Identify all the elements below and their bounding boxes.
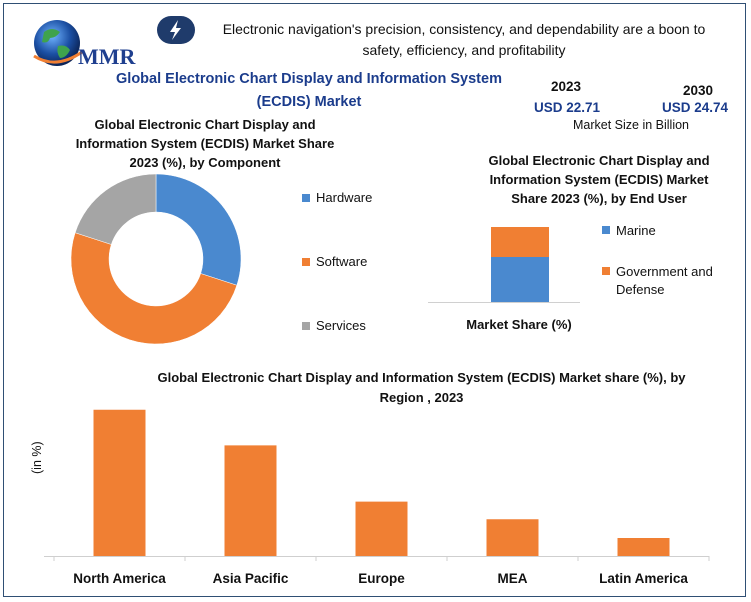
donut-slice-hardware xyxy=(155,173,242,286)
legend-label: Marine xyxy=(616,223,656,238)
x-tick-label-asia-pacific: Asia Pacific xyxy=(213,571,289,586)
legend-swatch xyxy=(602,267,610,275)
globe-icon xyxy=(33,20,83,66)
legend-label: Government and Defense xyxy=(616,264,713,297)
bar-europe xyxy=(355,501,408,556)
stack-segment-marine xyxy=(491,257,549,302)
x-tick-label-europe: Europe xyxy=(358,571,405,586)
market-value-2030: USD 24.74 xyxy=(661,100,729,115)
end-user-chart-title: Global Electronic Chart Display and Info… xyxy=(488,153,710,206)
region-chart-title: Global Electronic Chart Display and Info… xyxy=(157,370,686,405)
lightning-bolt-icon xyxy=(157,16,195,44)
bar-north-america xyxy=(93,409,146,556)
legend-item-marine: Marine xyxy=(602,222,727,240)
region-ylabel: (in %) xyxy=(30,441,44,474)
header-tagline: Electronic navigation's precision, consi… xyxy=(222,21,706,58)
infographic-frame: MMR Electronic navigation's precision, c… xyxy=(3,3,746,597)
x-tick-label-north-america: North America xyxy=(73,571,166,586)
legend-label: Software xyxy=(316,254,368,269)
market-year-2030: 2030 xyxy=(682,83,714,98)
bar-asia-pacific xyxy=(224,445,277,556)
end-user-stacked-chart xyxy=(428,227,580,303)
legend-label: Hardware xyxy=(316,190,373,205)
region-bar-chart: North America Asia Pacific Europe MEA Latin … xyxy=(44,409,710,586)
x-tick-label-latin-america: Latin America xyxy=(599,571,688,586)
end-user-xlabel: Market Share (%) xyxy=(466,317,572,332)
market-year-2023: 2023 xyxy=(550,79,582,94)
x-tick-label-mea: MEA xyxy=(498,571,528,586)
legend-swatch xyxy=(302,194,310,202)
legend-item-software: Software xyxy=(302,254,367,269)
legend-label: Services xyxy=(316,318,366,333)
donut-slice-software xyxy=(70,232,238,345)
component-chart-title: Global Electronic Chart Display and Info… xyxy=(75,117,335,170)
component-donut-chart xyxy=(70,173,242,345)
market-value-2023: USD 22.71 xyxy=(533,100,601,115)
bar-mea xyxy=(486,519,539,556)
bar-latin-america xyxy=(617,538,670,556)
donut-slice-services xyxy=(74,173,157,245)
legend-item-services: Services xyxy=(302,318,366,333)
main-title: Global Electronic Chart Display and Info… xyxy=(116,71,502,110)
legend-swatch xyxy=(302,258,310,266)
legend-swatch xyxy=(302,322,310,330)
logo: MMR xyxy=(30,16,150,76)
legend-item-hardware: Hardware xyxy=(302,190,372,205)
legend-swatch xyxy=(602,226,610,234)
brand-name: MMR xyxy=(78,44,136,69)
stack-segment-government-and-defense xyxy=(491,227,549,257)
legend-item-government-and-defense: Government and Defense xyxy=(602,263,727,299)
market-size-caption: Market Size in Billion xyxy=(572,118,689,132)
